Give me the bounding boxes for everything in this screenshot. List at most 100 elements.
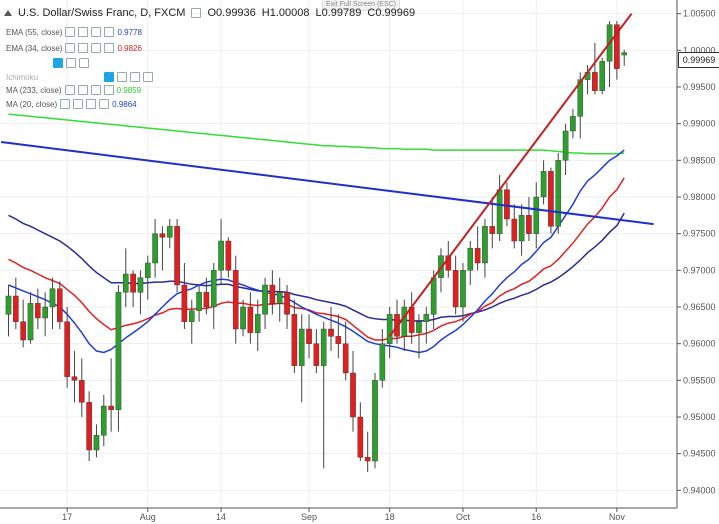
candle-down: [357, 416, 364, 458]
candle-up: [540, 171, 547, 198]
gear-icon[interactable]: [73, 99, 84, 109]
indicator-row-ema55[interactable]: EMA (55, close) 0.9778: [6, 25, 142, 39]
more-icon[interactable]: [104, 27, 115, 37]
candle-up: [5, 295, 12, 315]
candle-up: [122, 273, 129, 293]
candle-down: [291, 314, 298, 366]
current-price-label: 0.99969: [678, 52, 719, 68]
candle-up: [430, 277, 437, 315]
candle-down: [181, 284, 188, 322]
candle-down: [269, 284, 276, 304]
candle-up: [577, 79, 584, 117]
eye-icon[interactable]: [104, 72, 115, 82]
candle-up: [401, 306, 408, 337]
eye-icon[interactable]: [64, 85, 75, 95]
candle-up: [196, 292, 202, 311]
candle-up: [298, 328, 305, 366]
y-tick-label: 0.99500: [683, 82, 716, 92]
candle-down: [592, 72, 598, 91]
indicator-row-ma233[interactable]: MA (233, close) 0.9859: [6, 83, 141, 97]
candle-up: [49, 288, 56, 308]
eye-icon[interactable]: [53, 58, 63, 68]
collapse-arrow-icon[interactable]: [4, 10, 12, 16]
candle-down: [342, 343, 349, 374]
close-icon[interactable]: [79, 58, 89, 68]
y-tick-label: 0.98000: [683, 192, 716, 202]
eye-icon[interactable]: [60, 99, 71, 109]
candle-down: [225, 240, 232, 271]
candle-up: [496, 189, 503, 234]
indicator-row-ichimoku[interactable]: Ichimoku: [6, 70, 154, 84]
x-tick-label: 17: [62, 512, 72, 522]
candle-down: [159, 233, 166, 238]
gear-icon[interactable]: [77, 85, 88, 95]
candle-down: [350, 372, 356, 418]
indicator-row-ema34[interactable]: EMA (34, close) 0.9826: [6, 41, 142, 55]
candle-up: [320, 328, 327, 366]
candle-up: [416, 321, 422, 333]
candle-down: [335, 336, 342, 344]
candle-down: [57, 288, 63, 322]
moving-average-lines: [8, 113, 625, 354]
candle-up: [188, 310, 195, 322]
more-icon[interactable]: [143, 72, 154, 82]
close-icon[interactable]: [130, 72, 141, 82]
close-icon[interactable]: [91, 27, 102, 37]
candle-up: [262, 284, 268, 315]
series-line: [8, 177, 625, 341]
more-icon[interactable]: [103, 85, 114, 95]
y-tick-label: 0.96500: [683, 302, 716, 312]
close-value: C0.99969: [367, 7, 416, 19]
candle-up: [166, 226, 173, 238]
candle-down: [328, 328, 334, 337]
close-icon[interactable]: [91, 43, 102, 53]
settings-icon[interactable]: [191, 8, 202, 18]
close-icon[interactable]: [86, 99, 97, 109]
candle-up: [482, 226, 488, 264]
y-tick-label: 0.94000: [683, 485, 716, 495]
indicator-value: 0.9859: [116, 85, 142, 95]
close-icon[interactable]: [90, 85, 101, 95]
candle-down: [284, 292, 290, 315]
more-icon[interactable]: [99, 99, 110, 109]
candle-down: [35, 303, 41, 319]
indicator-label: EMA (55, close): [6, 27, 63, 37]
candle-up: [240, 306, 246, 330]
x-tick-label: 16: [531, 512, 541, 522]
series-line: [8, 149, 625, 354]
y-tick-label: 1.00000: [683, 45, 716, 55]
candle-up: [276, 292, 283, 304]
candle-down: [364, 457, 371, 462]
candle-down: [614, 24, 620, 69]
low-value: L0.99789: [315, 7, 362, 19]
candle-down: [474, 248, 481, 264]
x-tick-label: Oct: [456, 512, 471, 522]
indicator-value: 0.9864: [112, 99, 137, 109]
indicator-row-ma20[interactable]: MA (20, close) 0.9864: [6, 97, 137, 111]
indicator-label: MA (20, close): [6, 99, 58, 109]
gear-icon[interactable]: [66, 58, 76, 68]
chart-header: U.S. Dollar/Swiss Franc, D, FXCM O0.9993…: [0, 0, 719, 24]
candle-down: [452, 270, 459, 308]
candle-up: [372, 380, 378, 462]
more-icon[interactable]: [104, 43, 115, 53]
gear-icon[interactable]: [78, 27, 89, 37]
y-tick-label: 0.95500: [683, 375, 716, 385]
candle-up: [210, 270, 217, 308]
exit-fullscreen-button[interactable]: Exit Full Screen (ESC): [322, 0, 400, 11]
y-tick-label: 0.97000: [683, 265, 716, 275]
candle-down: [504, 189, 510, 220]
candle-down: [13, 295, 19, 322]
candle-down: [78, 380, 85, 403]
eye-icon[interactable]: [65, 43, 76, 53]
gear-icon[interactable]: [117, 72, 128, 82]
indicator-row-hidden[interactable]: [6, 56, 89, 70]
candle-down: [548, 171, 554, 227]
candle-up: [115, 292, 122, 410]
gear-icon[interactable]: [78, 43, 89, 53]
eye-icon[interactable]: [65, 27, 76, 37]
candle-down: [232, 270, 239, 330]
candle-up: [144, 262, 151, 278]
candle-up: [518, 215, 525, 242]
